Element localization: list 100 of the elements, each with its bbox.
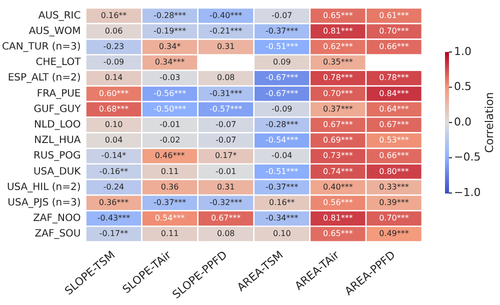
data-label: 0.36 bbox=[160, 182, 179, 192]
y-tick-label: ZAF_NOO bbox=[33, 213, 81, 224]
data-label: 0.34* bbox=[158, 42, 181, 52]
data-label: -0.28*** bbox=[153, 10, 186, 20]
y-tick-label: NZL_HUA bbox=[34, 135, 81, 146]
data-label: -0.04 bbox=[272, 151, 292, 160]
data-label: 0.64*** bbox=[379, 104, 409, 114]
data-label: -0.31*** bbox=[209, 88, 242, 98]
data-label: 0.65*** bbox=[323, 229, 353, 238]
data-label: 0.74*** bbox=[323, 166, 353, 176]
data-label: 0.70*** bbox=[379, 214, 409, 223]
data-label: 0.53*** bbox=[379, 136, 409, 145]
data-label: -0.14* bbox=[101, 151, 126, 160]
data-label: 0.39*** bbox=[379, 198, 409, 207]
data-label: 0.34*** bbox=[154, 58, 185, 67]
data-label: -0.19*** bbox=[153, 26, 186, 36]
y-tick-label: USA_HIL (n=2) bbox=[6, 182, 81, 193]
data-label: 0.78*** bbox=[379, 73, 409, 82]
data-label: 0.36*** bbox=[98, 198, 129, 207]
data-label: 0.66*** bbox=[379, 151, 409, 160]
y-tick-label: GUF_GUY bbox=[34, 104, 82, 115]
data-label: 0.66*** bbox=[379, 42, 409, 52]
data-label: 0.46*** bbox=[154, 151, 185, 160]
data-label: -0.34*** bbox=[266, 214, 298, 223]
data-label: 0.37*** bbox=[323, 104, 353, 114]
data-label: 0.31 bbox=[216, 182, 235, 192]
data-label: -0.37*** bbox=[266, 26, 298, 36]
data-label: 0.84*** bbox=[379, 88, 409, 98]
data-label: 0.68*** bbox=[98, 104, 129, 114]
data-label: 0.04 bbox=[104, 136, 123, 145]
data-label: -0.17** bbox=[99, 229, 128, 238]
data-label: -0.67*** bbox=[266, 88, 298, 98]
y-tick-label: ESP_ALT (n=2) bbox=[8, 72, 81, 84]
data-label: -0.40*** bbox=[209, 10, 242, 20]
data-label: -0.02 bbox=[159, 136, 180, 145]
data-label: 0.16** bbox=[268, 198, 295, 207]
data-label: 0.35*** bbox=[323, 58, 353, 67]
data-label: 0.11 bbox=[160, 229, 179, 238]
data-label: -0.50*** bbox=[153, 104, 186, 114]
data-label: 0.49*** bbox=[379, 229, 409, 238]
data-label: -0.37*** bbox=[153, 198, 186, 207]
data-label: -0.09 bbox=[103, 58, 124, 67]
data-label: 0.56*** bbox=[323, 198, 353, 207]
data-label: 0.60*** bbox=[98, 88, 129, 98]
data-label: 0.70*** bbox=[323, 88, 353, 98]
data-label: 0.80*** bbox=[379, 166, 409, 176]
y-tick-label: NLD_LOO bbox=[34, 120, 81, 131]
data-label: -0.24 bbox=[103, 182, 124, 192]
y-tick-label: CHE_LOT bbox=[36, 57, 82, 68]
data-label: -0.09 bbox=[272, 104, 292, 114]
data-label: -0.01 bbox=[159, 120, 180, 129]
data-label: 0.81*** bbox=[323, 26, 353, 36]
color-bar-label: −1.0 bbox=[454, 186, 481, 199]
data-label: -0.67*** bbox=[266, 73, 298, 82]
data-label: -0.37*** bbox=[266, 182, 298, 192]
data-label: -0.07 bbox=[215, 136, 236, 145]
y-tick-label: AUS_RIC bbox=[38, 10, 81, 22]
data-label: 0.67*** bbox=[379, 120, 409, 129]
data-label: -0.01 bbox=[215, 166, 236, 176]
data-label: -0.56*** bbox=[153, 88, 186, 98]
color-bar-label: 0.5 bbox=[454, 80, 472, 94]
data-label: 0.10 bbox=[272, 229, 291, 238]
data-label: -0.07 bbox=[215, 120, 236, 129]
data-label: 0.62*** bbox=[323, 42, 353, 52]
data-label: 0.16** bbox=[100, 10, 127, 20]
data-label: 0.08 bbox=[216, 73, 235, 82]
data-label: -0.16** bbox=[99, 166, 128, 176]
color-bar-title: Correlation bbox=[482, 92, 496, 153]
data-label: 0.70*** bbox=[379, 26, 409, 36]
y-tick-label: CAN_TUR (n=3) bbox=[2, 42, 81, 53]
data-label: 0.06 bbox=[104, 26, 123, 36]
data-label: -0.23 bbox=[103, 42, 124, 52]
data-label: -0.03 bbox=[159, 73, 180, 82]
data-label: 0.11 bbox=[160, 166, 179, 176]
y-tick-label: AUS_WOM bbox=[28, 26, 81, 37]
data-label: 0.08 bbox=[216, 229, 235, 238]
data-label: 0.61*** bbox=[379, 10, 409, 20]
data-label: 0.81*** bbox=[323, 214, 353, 223]
data-label: 0.54*** bbox=[154, 214, 185, 223]
data-label: 0.73*** bbox=[323, 151, 353, 160]
y-tick-label: USA_DUK bbox=[33, 166, 82, 178]
data-label: 0.78*** bbox=[323, 73, 353, 82]
data-label: 0.65*** bbox=[323, 10, 353, 20]
data-label: 0.40*** bbox=[323, 182, 353, 192]
data-label: -0.54*** bbox=[266, 136, 298, 145]
data-label: 0.67*** bbox=[323, 120, 353, 129]
data-label: -0.51*** bbox=[266, 42, 298, 52]
data-label: -0.28*** bbox=[266, 120, 298, 129]
data-label: 0.33*** bbox=[379, 182, 409, 192]
color-bar-label: 1.0 bbox=[454, 44, 472, 58]
data-label: 0.14 bbox=[104, 73, 123, 82]
data-label: 0.09 bbox=[272, 58, 291, 67]
y-tick-label: USA_PJS (n=3) bbox=[8, 197, 81, 208]
data-label: -0.32*** bbox=[209, 198, 242, 207]
data-label: 0.31 bbox=[216, 42, 235, 52]
data-label: -0.07 bbox=[272, 10, 292, 20]
y-tick-label: ZAF_SOU bbox=[34, 228, 81, 240]
color-bar-label: 0.0 bbox=[454, 115, 472, 128]
data-label: -0.43*** bbox=[97, 214, 130, 223]
data-label: 0.10 bbox=[104, 120, 123, 129]
